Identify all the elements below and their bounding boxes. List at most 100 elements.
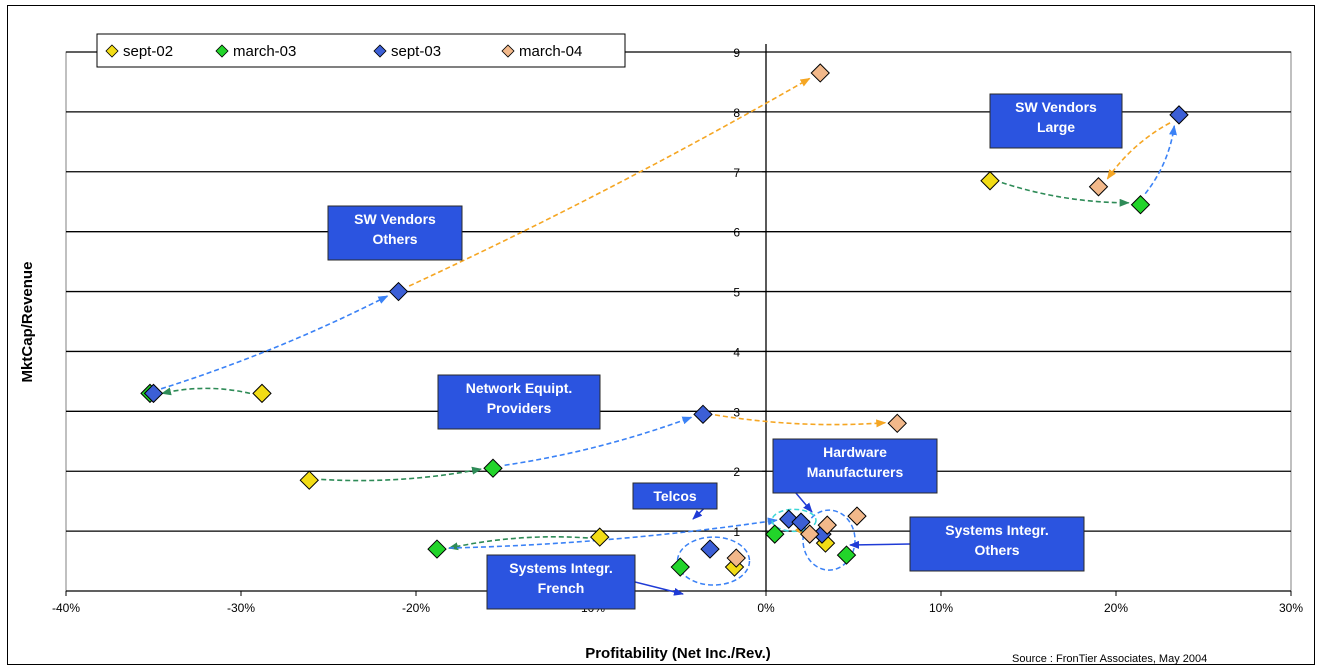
- point-march-03-1: [483, 458, 503, 478]
- trajectory-arrow: [161, 387, 251, 396]
- x-tick-label: 30%: [1279, 601, 1303, 615]
- cluster-outline-hardware: [771, 508, 817, 533]
- y-tick-label: 7: [733, 166, 740, 180]
- callout-text: Others: [372, 231, 417, 247]
- point-march-04-2: [726, 548, 746, 568]
- callout-pointer: [634, 581, 684, 596]
- point-sept-03-3: [700, 539, 720, 559]
- annotations: SW Vendors Large SW Vendors Others Network E…: [327, 93, 1123, 610]
- point-sept-03-2: [693, 404, 713, 425]
- callout-text: SW Vendors: [354, 211, 436, 227]
- y-tick-label: 5: [733, 286, 740, 300]
- point-sept-02-0: [252, 383, 272, 404]
- legend-label-march-03: march-03: [233, 43, 296, 60]
- trajectory-arrow: [160, 295, 389, 390]
- trajectory-arrow: [504, 416, 693, 467]
- annotation-callout-7: Systems Integr. French: [486, 554, 684, 610]
- point-sept-02-1: [299, 470, 319, 490]
- point-march-04-1: [887, 413, 907, 434]
- trajectory-arrow: [448, 517, 778, 549]
- callout-text: Systems Integr.: [509, 560, 613, 576]
- y-tick-label: 2: [733, 465, 740, 479]
- callout-box: [632, 482, 718, 510]
- legend-marker-sept-02: [105, 44, 119, 58]
- trajectory-arrow: [1144, 124, 1177, 195]
- x-tick-label: 20%: [1104, 601, 1128, 615]
- trajectory-arrow: [447, 535, 588, 551]
- callout-pointer: [849, 540, 911, 549]
- point-sept-03-1: [388, 281, 409, 302]
- data-points: [140, 63, 1189, 577]
- x-tick-label: -40%: [52, 601, 80, 615]
- callout-box: [486, 554, 636, 610]
- annotation-callout-1: SW Vendors Large: [989, 93, 1123, 149]
- y-axis-title: MktCap/Revenue: [19, 262, 36, 383]
- x-tick-label: -30%: [227, 601, 255, 615]
- point-march-03-6: [1130, 195, 1151, 215]
- legend: sept-02 march-03 sept-03 march-04: [96, 33, 626, 68]
- callout-box: [772, 438, 938, 494]
- annotation-callout-5: Telcos: [632, 482, 718, 520]
- callout-text: Others: [974, 542, 1019, 558]
- annotation-callout-2: SW Vendors Others: [327, 205, 463, 261]
- chart-frame: [7, 5, 1315, 665]
- callout-text: Manufacturers: [807, 464, 904, 480]
- point-march-03-3: [670, 557, 690, 577]
- legend-marker-march-04: [501, 44, 515, 58]
- callout-box: [437, 374, 601, 430]
- legend-label-sept-02: sept-02: [123, 43, 173, 60]
- x-axis-title: Profitability (Net Inc./Rev.): [585, 645, 771, 662]
- trajectory-arrow: [1106, 122, 1171, 180]
- legend-label-sept-03: sept-03: [391, 43, 441, 60]
- callout-text: Hardware: [823, 444, 887, 460]
- callout-text: SW Vendors: [1015, 99, 1097, 115]
- point-sept-03-0: [143, 383, 164, 404]
- y-tick-label: 3: [733, 405, 740, 419]
- cluster-outline-french: [676, 536, 751, 586]
- callout-box: [327, 205, 463, 261]
- point-march-03-4: [765, 524, 785, 544]
- legend-label-march-04: march-04: [519, 43, 582, 60]
- point-sept-02-2: [590, 527, 610, 547]
- annotation-callout-3: Network Equipt. Providers: [437, 374, 601, 430]
- source-note: Source : FronTier Associates, May 2004: [1012, 653, 1207, 665]
- trajectory-arrow: [408, 77, 811, 287]
- point-march-03-5: [836, 545, 857, 565]
- x-tick-label: -20%: [402, 601, 430, 615]
- point-sept-02-3: [724, 557, 745, 577]
- callout-text: Providers: [487, 400, 552, 416]
- legend-marker-sept-03: [373, 44, 387, 58]
- y-tick-label: 6: [733, 226, 740, 240]
- legend-box: [96, 33, 626, 68]
- callout-box: [909, 516, 1085, 572]
- trajectory-arrows: [160, 77, 1177, 586]
- point-march-04-4: [817, 515, 837, 535]
- y-tick-label: 9: [733, 46, 740, 60]
- point-sept-03-5: [791, 512, 811, 532]
- y-tick-label: 1: [733, 525, 740, 539]
- point-march-04-5: [847, 506, 867, 526]
- x-tick-label: 10%: [929, 601, 953, 615]
- annotation-callout-6: Systems Integr. Others: [849, 516, 1085, 572]
- trajectory-arrow: [714, 414, 887, 428]
- y-tick-label: 4: [733, 345, 740, 359]
- callout-text: Network Equipt.: [466, 380, 573, 396]
- callout-text: Systems Integr.: [945, 522, 1049, 538]
- point-sept-02-5: [980, 171, 1000, 191]
- cluster-outline-others: [802, 509, 856, 571]
- legend-marker-march-03: [215, 44, 229, 58]
- point-sept-03-7: [1169, 105, 1189, 125]
- point-march-04-3: [800, 524, 820, 544]
- callout-text: French: [538, 580, 585, 596]
- y-tick-label: 8: [733, 106, 740, 120]
- point-march-03-2: [427, 539, 447, 559]
- point-march-04-6: [1088, 177, 1109, 197]
- x-tick-label: 0%: [757, 601, 775, 615]
- point-march-04-0: [810, 63, 830, 83]
- annotation-callout-4: Hardware Manufacturers: [772, 438, 938, 513]
- callout-text: Large: [1037, 119, 1075, 135]
- callout-text: Telcos: [653, 488, 697, 504]
- callout-box: [989, 93, 1123, 149]
- trajectory-arrow: [1001, 181, 1130, 207]
